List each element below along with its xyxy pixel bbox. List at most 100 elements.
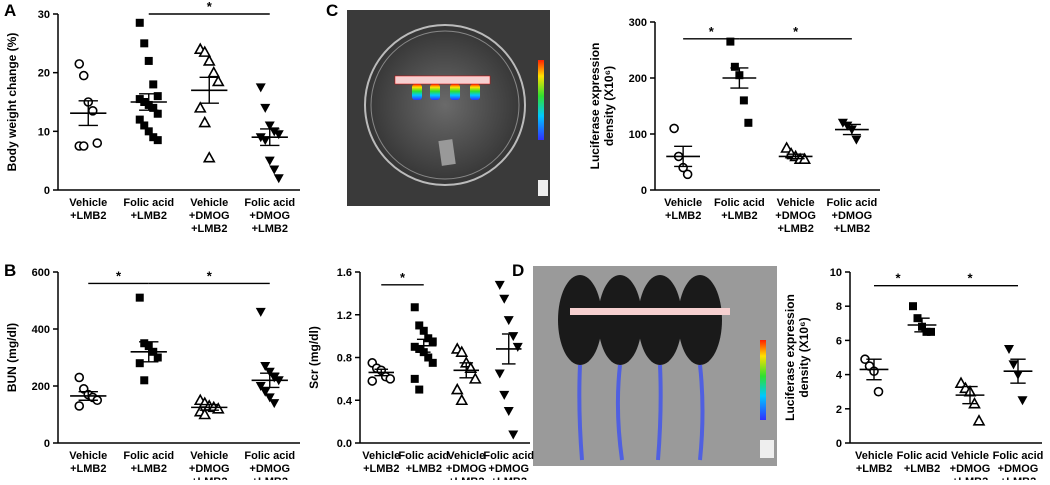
x-tick-label: +LMB2	[834, 223, 870, 235]
data-point	[744, 118, 753, 127]
data-point	[455, 345, 469, 357]
data-point	[512, 342, 523, 352]
x-tick-label: +DMOG	[998, 463, 1039, 475]
x-tick-label: Folic acid	[244, 450, 295, 462]
y-axis-label: Body weight change (%)	[5, 33, 19, 172]
x-tick-label: +LMB2	[777, 223, 813, 235]
data-point	[419, 326, 428, 335]
data-point	[198, 407, 212, 420]
significance-label: *	[207, 0, 213, 14]
y-tick-label: 1.2	[337, 310, 352, 322]
x-tick-label: Vehicle	[777, 197, 815, 209]
x-tick-label: Vehicle	[447, 450, 485, 462]
x-tick-label: Folic acid	[244, 197, 295, 209]
data-point	[503, 316, 514, 326]
data-point	[428, 337, 437, 346]
y-axis-label: Luciferase expression	[783, 294, 797, 421]
y-tick-label: 4	[836, 370, 843, 382]
data-point	[144, 56, 153, 65]
y-tick-label: 30	[38, 9, 50, 21]
data-point	[385, 374, 396, 384]
data-point	[135, 293, 144, 302]
x-tick-label: +LMB2	[252, 476, 288, 480]
x-tick-label: +LMB2	[491, 476, 527, 480]
x-tick-label: +DMOG	[446, 463, 487, 475]
y-tick-label: 0	[836, 438, 842, 450]
x-tick-label: +DMOG	[249, 463, 290, 475]
data-point	[255, 307, 266, 317]
x-tick-label: +LMB2	[448, 476, 484, 480]
y-axis-label: Luciferase expression	[588, 43, 602, 170]
x-tick-label: Folic acid	[398, 450, 449, 462]
x-tick-label: +LMB2	[252, 223, 288, 235]
data-point	[140, 121, 149, 130]
y-tick-label: 8	[836, 301, 842, 313]
significance-label: *	[793, 24, 799, 39]
y-tick-label: 200	[32, 381, 50, 393]
data-point	[927, 327, 935, 336]
data-point	[198, 45, 212, 57]
data-point	[78, 141, 89, 151]
x-tick-label: +DMOG	[488, 463, 529, 475]
data-point	[669, 123, 679, 134]
y-tick-label: 10	[830, 267, 842, 279]
y-tick-label: 0.8	[337, 353, 352, 365]
x-tick-label: +DMOG	[775, 210, 816, 222]
data-point	[264, 393, 275, 403]
significance-label: *	[709, 24, 715, 39]
x-tick-label: Folic acid	[483, 450, 534, 462]
data-point	[1017, 396, 1028, 406]
y-tick-label: 20	[38, 68, 50, 80]
data-point	[494, 280, 505, 290]
data-point	[503, 406, 514, 416]
x-tick-label: Folic acid	[123, 197, 174, 209]
y-axis-label: Scr (mg/dl)	[307, 326, 321, 389]
significance-label: *	[116, 268, 122, 283]
data-point	[730, 62, 739, 71]
x-tick-label: +DMOG	[189, 463, 230, 475]
y-tick-label: 0	[44, 185, 50, 197]
data-point	[140, 39, 149, 48]
y-tick-label: 1.6	[337, 267, 352, 279]
data-point	[410, 303, 419, 312]
x-tick-label: Vehicle	[362, 450, 400, 462]
data-point	[450, 382, 464, 395]
panel-label: B	[4, 261, 16, 280]
x-tick-label: Folic acid	[897, 450, 948, 462]
data-point	[739, 96, 748, 105]
panel-label: D	[512, 261, 524, 280]
data-point	[74, 401, 85, 411]
significance-label: *	[400, 270, 406, 285]
data-point	[202, 151, 216, 163]
y-tick-label: 400	[32, 324, 50, 336]
data-point	[202, 54, 216, 66]
data-point	[837, 118, 848, 128]
data-point	[428, 358, 437, 367]
y-tick-label: 100	[629, 129, 647, 141]
x-tick-label: Folic acid	[993, 450, 1044, 462]
y-tick-label: 300	[629, 17, 647, 29]
x-tick-label: Folic acid	[123, 450, 174, 462]
x-tick-label: Vehicle	[951, 450, 989, 462]
y-tick-label: 0	[641, 185, 647, 197]
data-point	[726, 37, 735, 46]
data-point	[269, 165, 280, 175]
data-point	[153, 353, 162, 362]
data-point	[909, 302, 917, 311]
x-tick-label: +DMOG	[189, 210, 230, 222]
data-point	[92, 138, 103, 148]
x-tick-label: +DMOG	[249, 210, 290, 222]
data-point	[140, 339, 149, 348]
data-point	[873, 386, 884, 397]
data-point	[144, 127, 153, 136]
data-point	[410, 342, 419, 351]
data-point	[264, 121, 275, 131]
y-tick-label: 2	[836, 404, 842, 416]
significance-label: *	[895, 271, 901, 286]
y-tick-label: 10	[38, 126, 50, 138]
data-point	[1008, 360, 1019, 370]
x-tick-label: +LMB2	[70, 210, 106, 222]
x-tick-label: Vehicle	[855, 450, 893, 462]
panel-label: C	[326, 1, 338, 20]
